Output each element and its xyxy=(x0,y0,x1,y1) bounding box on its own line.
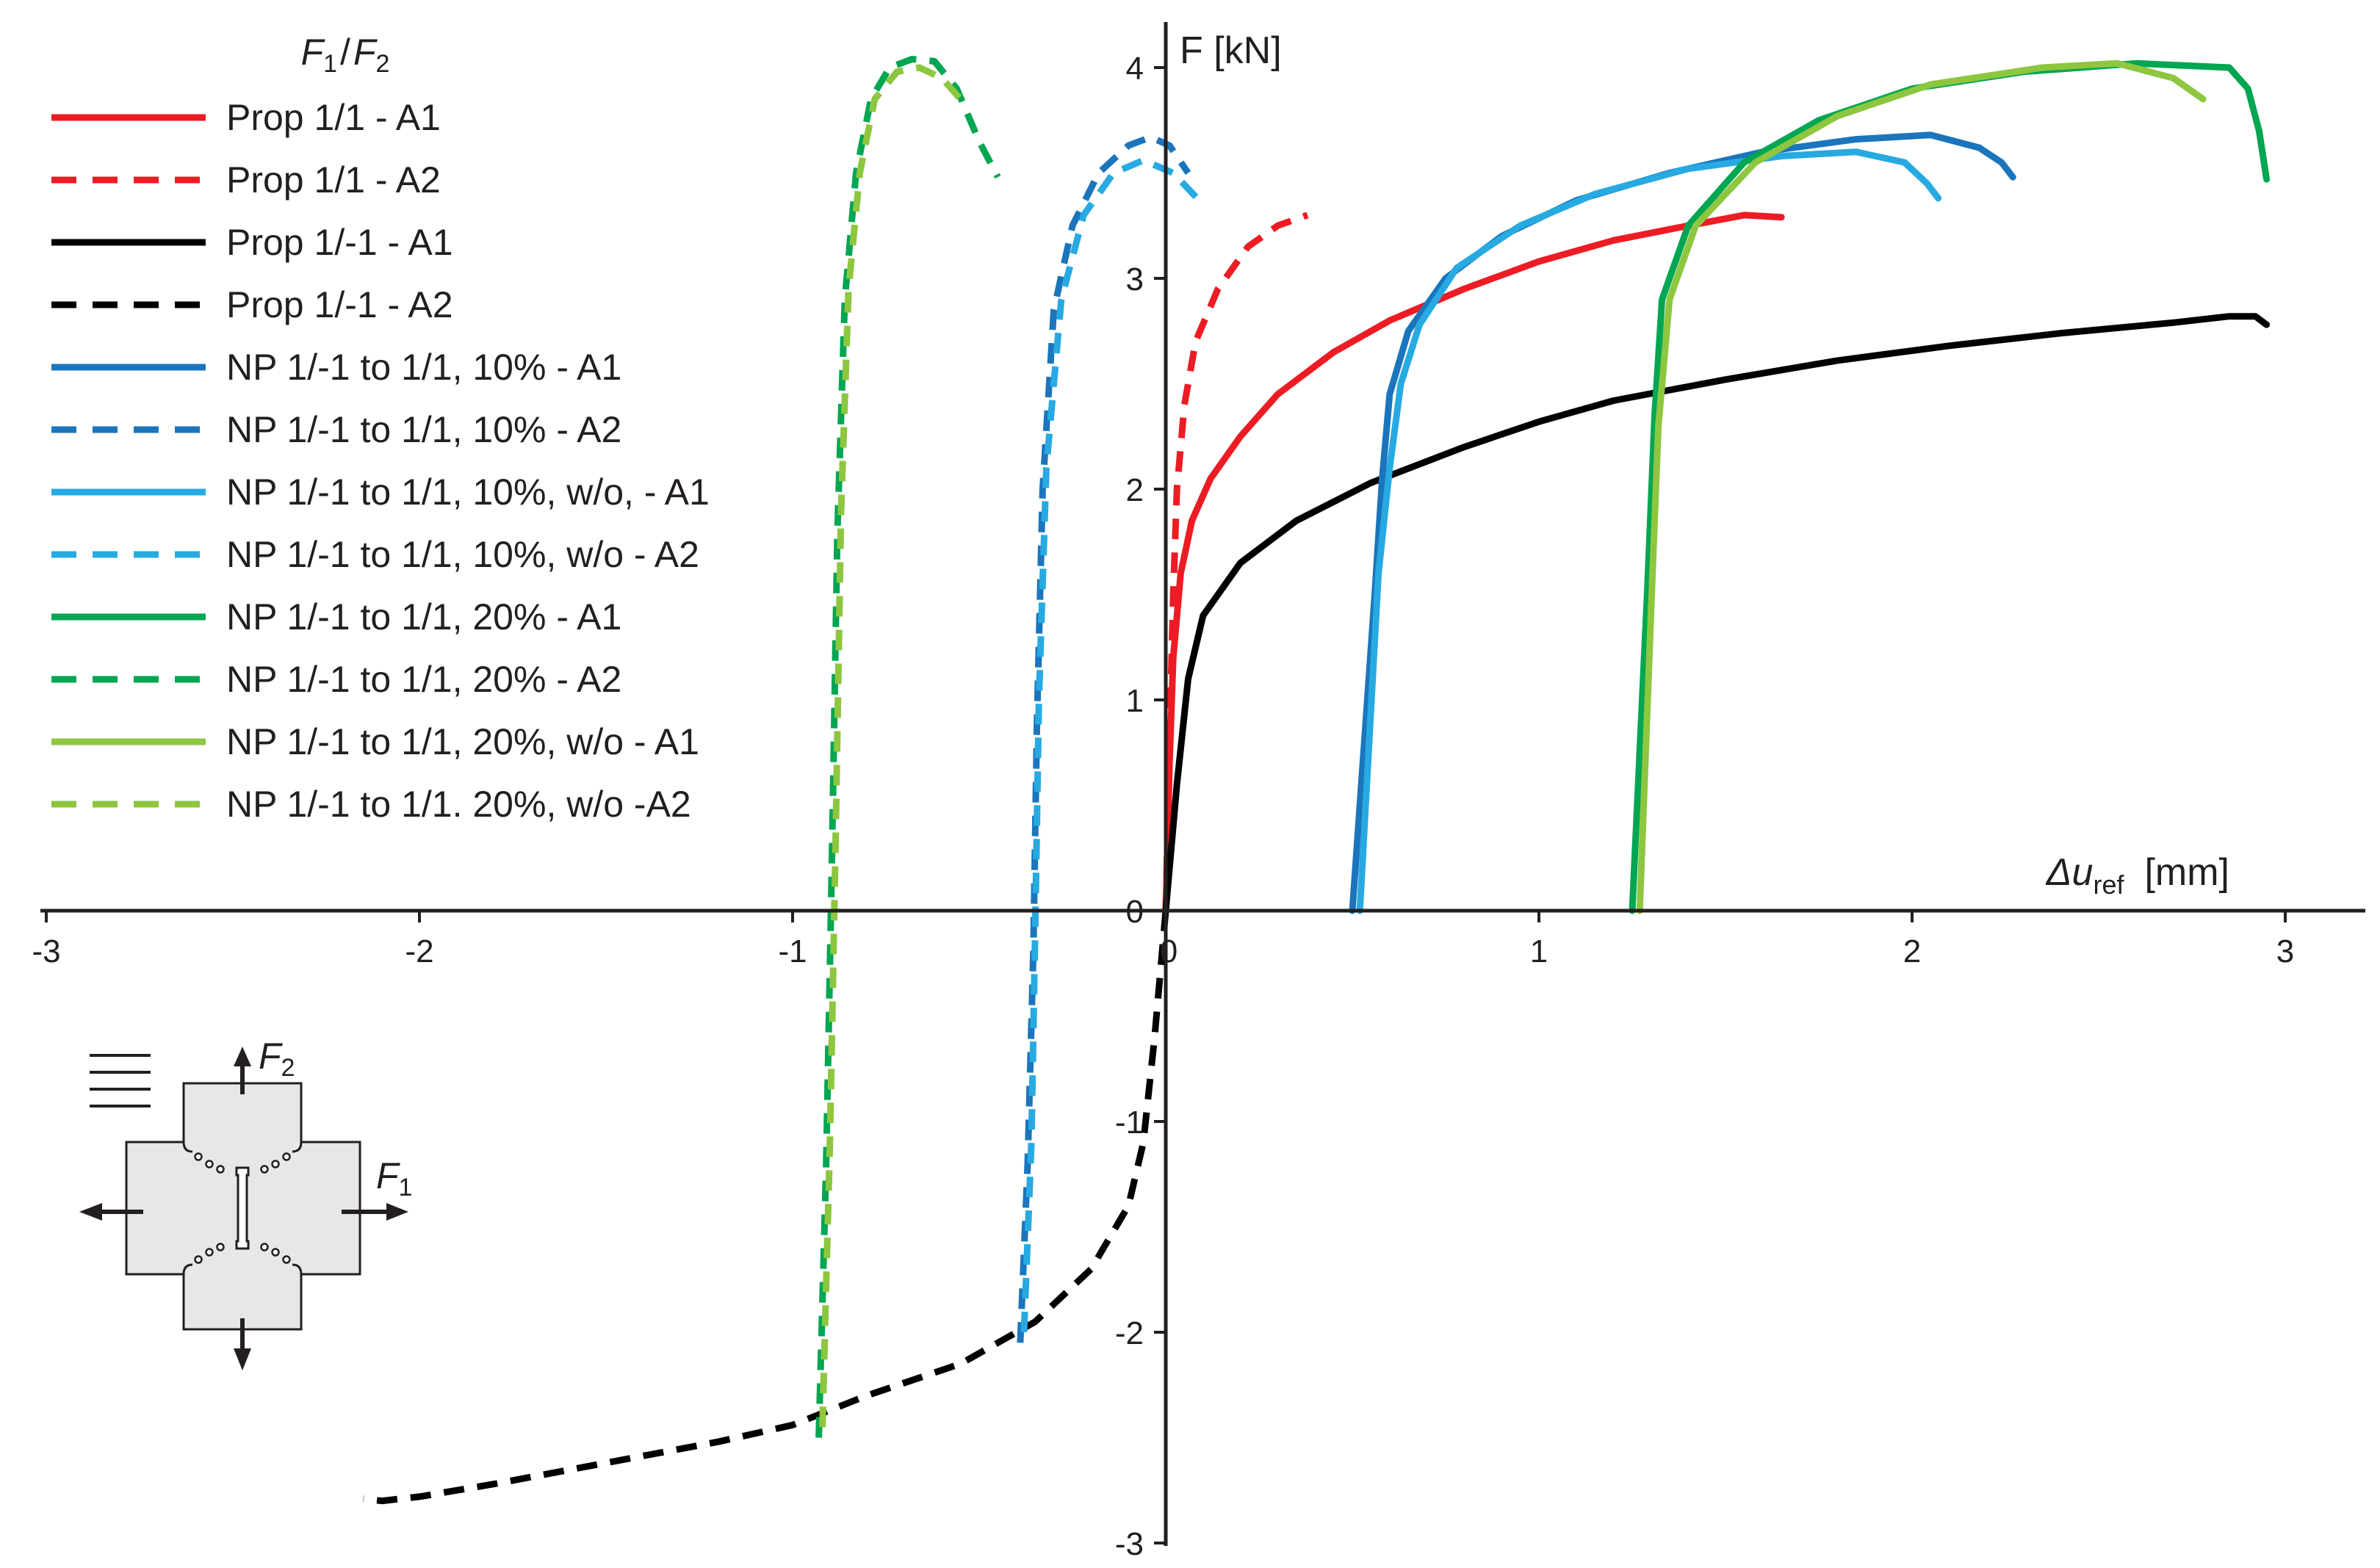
series-np-1-1-to-1-1-20-w-o-a1 xyxy=(1636,59,2207,914)
legend-label: NP 1/-1 to 1/1, 20%, w/o - A1 xyxy=(226,721,699,762)
ticks: -3 -2 -1 0 1 2 3 -3 -2 -1 0 1 2 3 4 xyxy=(32,51,2294,1562)
series-np-1-1-to-1-1-10-w-o-a2 xyxy=(1020,156,1206,1333)
series-np-1-1-to-1-1-10-w-o-a1 xyxy=(1356,148,1942,914)
series-prop-1-1-a2 xyxy=(363,910,1169,1505)
legend-label: NP 1/-1 to 1/1, 10%, w/o, - A1 xyxy=(226,472,710,513)
series-np-1-1-to-1-1-20-a2 xyxy=(815,56,1001,1438)
series-prop-1-1-a2 xyxy=(1162,212,1309,911)
y-tick-label: 4 xyxy=(1126,51,1144,87)
y-axis-title: F [kN] xyxy=(1180,29,1282,72)
y-tick-label: 2 xyxy=(1126,472,1144,508)
axes xyxy=(40,22,2365,1546)
center-slot-icon xyxy=(235,1166,250,1250)
legend-title: F1/F2 xyxy=(301,32,390,78)
x-tick-label: -2 xyxy=(405,933,433,969)
legend-label: Prop 1/1 - A1 xyxy=(226,97,441,138)
legend-label: Prop 1/-1 - A1 xyxy=(226,222,453,263)
legend-label: NP 1/-1 to 1/1, 10% - A2 xyxy=(226,409,621,450)
legend: Prop 1/1 - A1 Prop 1/1 - A2 Prop 1/-1 - A1… xyxy=(51,97,710,825)
x-tick-label: -3 xyxy=(32,933,60,969)
f1-label: F1 xyxy=(376,1155,412,1202)
legend-label: NP 1/-1 to 1/1, 10% - A1 xyxy=(226,347,621,388)
series-np-1-1-to-1-1-20-w-o-a2 xyxy=(819,64,963,1428)
x-tick-label: 2 xyxy=(1903,933,1921,969)
notch-edges-icon xyxy=(182,1141,303,1275)
legend-label: NP 1/-1 to 1/1. 20%, w/o -A2 xyxy=(226,784,691,825)
legend-label: NP 1/-1 to 1/1, 20% - A1 xyxy=(226,596,621,637)
series-prop-1-1-a1 xyxy=(1162,212,1785,914)
x-tick-label: 3 xyxy=(2276,933,2294,969)
legend-label: NP 1/-1 to 1/1, 20% - A2 xyxy=(226,659,621,700)
series-np-1-1-to-1-1-10-a2 xyxy=(1017,134,1191,1343)
series-np-1-1-to-1-1-10-a1 xyxy=(1349,131,2016,914)
f2-label: F2 xyxy=(259,1036,295,1082)
series-prop-1-1-a1 xyxy=(1162,313,2271,914)
y-tick-label: 1 xyxy=(1126,683,1144,719)
hole-circles-icon xyxy=(194,1152,291,1264)
y-tick-label: 0 xyxy=(1126,894,1144,930)
x-tick-label: 1 xyxy=(1530,933,1548,969)
y-tick-label: -2 xyxy=(1115,1315,1144,1351)
force-arrows-icon xyxy=(79,1047,408,1370)
y-tick-label: 3 xyxy=(1126,261,1144,297)
x-tick-label: 0 xyxy=(1160,933,1178,969)
legend-label: NP 1/-1 to 1/1, 10%, w/o - A2 xyxy=(226,534,699,575)
x-axis-title: Δuref [mm] xyxy=(2045,851,2229,900)
specimen-diagram: F2 F1 xyxy=(79,1036,412,1370)
curves xyxy=(363,56,2271,1505)
legend-label: Prop 1/-1 - A2 xyxy=(226,284,453,325)
y-tick-label: -3 xyxy=(1115,1526,1144,1562)
y-tick-label: -1 xyxy=(1115,1105,1144,1141)
legend-label: Prop 1/1 - A2 xyxy=(226,159,441,200)
hatch-lines-icon xyxy=(90,1054,151,1108)
x-tick-label: -1 xyxy=(778,933,807,969)
